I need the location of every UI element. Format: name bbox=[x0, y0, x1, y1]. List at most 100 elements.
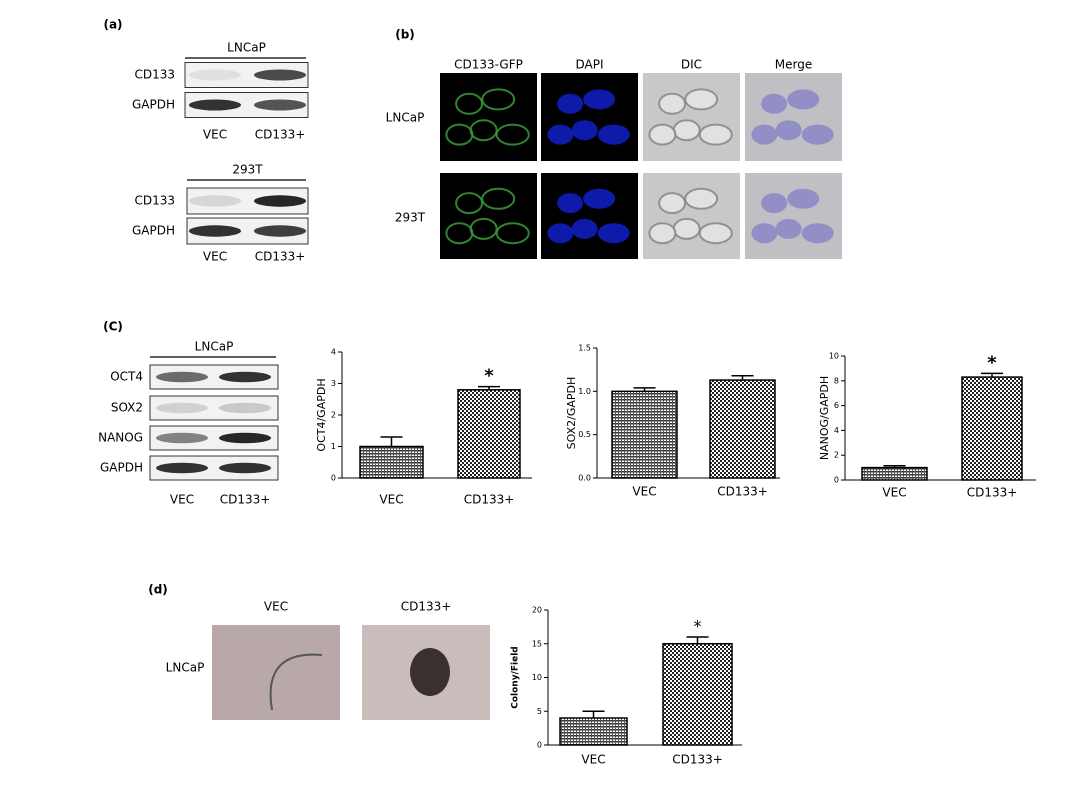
y-tick-label: 0 bbox=[537, 741, 542, 750]
cell bbox=[557, 93, 584, 114]
blot-band bbox=[156, 462, 208, 474]
cell bbox=[761, 93, 788, 114]
blot-band bbox=[156, 402, 208, 414]
cell bbox=[698, 123, 733, 146]
error-bar bbox=[731, 374, 754, 381]
cell bbox=[787, 89, 820, 110]
micrograph bbox=[440, 73, 537, 161]
label: GAPDH bbox=[132, 224, 175, 238]
blot-band bbox=[189, 99, 241, 111]
significance-marker: * bbox=[484, 366, 494, 387]
cell bbox=[658, 192, 687, 215]
label: CD133+ bbox=[255, 250, 306, 264]
cell bbox=[557, 193, 584, 214]
x-tick-label: VEC bbox=[581, 753, 605, 767]
cell bbox=[445, 123, 474, 146]
bar bbox=[662, 643, 733, 746]
cell bbox=[583, 89, 616, 110]
label: NANOG bbox=[98, 431, 143, 445]
cell bbox=[658, 92, 687, 115]
label: GAPDH bbox=[100, 461, 143, 475]
significance-marker: * bbox=[694, 617, 702, 636]
blot-band bbox=[254, 99, 306, 111]
y-tick-label: 0.5 bbox=[578, 430, 591, 439]
blot-band bbox=[254, 69, 306, 81]
label: CD133 bbox=[134, 194, 175, 208]
cell bbox=[751, 124, 778, 145]
micrograph bbox=[541, 73, 638, 161]
x-tick-label: VEC bbox=[882, 486, 906, 500]
blot-band bbox=[156, 432, 208, 444]
y-axis-title: Colony/Field bbox=[511, 646, 521, 708]
blot-band bbox=[189, 69, 241, 81]
x-tick-label: CD133+ bbox=[717, 485, 768, 499]
x-tick-label: CD133+ bbox=[464, 493, 515, 507]
bar bbox=[861, 466, 928, 481]
y-tick-label: 15 bbox=[532, 639, 542, 648]
label: SOX2 bbox=[111, 401, 143, 415]
y-tick-label: 10 bbox=[532, 673, 542, 682]
label: DIC bbox=[681, 58, 702, 72]
y-tick-label: 1.5 bbox=[578, 344, 591, 353]
label: LNCaP bbox=[195, 340, 234, 354]
cell bbox=[583, 188, 616, 209]
cell bbox=[648, 123, 677, 146]
y-tick-label: 1.0 bbox=[578, 387, 591, 396]
y-tick-label: 0 bbox=[834, 476, 839, 485]
label: (b) bbox=[395, 28, 415, 42]
label: VEC bbox=[203, 128, 227, 142]
y-tick-label: 2 bbox=[834, 451, 839, 460]
error-bar bbox=[981, 372, 1003, 378]
blot-band bbox=[219, 402, 271, 414]
label: 293T bbox=[395, 211, 426, 225]
blot-band bbox=[254, 225, 306, 237]
blot-band bbox=[189, 195, 241, 207]
label: Merge bbox=[775, 58, 812, 72]
blot-band bbox=[219, 462, 271, 474]
error-bar bbox=[380, 436, 403, 447]
y-tick-label: 0 bbox=[331, 474, 336, 483]
y-tick-label: 3 bbox=[331, 379, 336, 388]
micrograph bbox=[643, 73, 740, 161]
micrograph bbox=[745, 173, 842, 259]
cell bbox=[672, 217, 701, 240]
cell bbox=[547, 223, 574, 244]
label: CD133+ bbox=[255, 128, 306, 142]
label: 293T bbox=[232, 163, 263, 177]
x-tick-label: CD133+ bbox=[672, 753, 723, 767]
error-bar bbox=[582, 710, 605, 718]
y-tick-label: 10 bbox=[829, 352, 839, 361]
cell bbox=[698, 222, 733, 245]
cell bbox=[751, 223, 778, 244]
micrograph bbox=[745, 73, 842, 161]
error-bar bbox=[478, 385, 500, 390]
y-tick-label: 5 bbox=[537, 707, 542, 716]
cell bbox=[801, 124, 834, 145]
significance-marker: * bbox=[987, 352, 997, 373]
y-axis-title: OCT4/GAPDH bbox=[315, 378, 328, 451]
blot-strip bbox=[149, 395, 279, 421]
x-tick-label: CD133+ bbox=[967, 486, 1018, 500]
y-tick-label: 8 bbox=[834, 376, 839, 385]
y-tick-label: 4 bbox=[834, 426, 839, 435]
x-tick-label: VEC bbox=[379, 493, 403, 507]
label: VEC bbox=[264, 600, 288, 614]
cell bbox=[672, 119, 701, 142]
label: CD133-GFP bbox=[454, 58, 523, 72]
cell bbox=[648, 222, 677, 245]
blot-band bbox=[156, 371, 208, 383]
blot-band bbox=[219, 371, 271, 383]
y-tick-label: 1 bbox=[331, 442, 336, 451]
label: CD133 bbox=[134, 68, 175, 82]
cell bbox=[495, 123, 530, 146]
label: (C) bbox=[103, 320, 123, 334]
label: CD133+ bbox=[220, 493, 271, 507]
cell bbox=[455, 192, 484, 215]
cell bbox=[495, 222, 530, 245]
cell bbox=[571, 218, 598, 239]
cell bbox=[775, 218, 802, 239]
y-tick-label: 6 bbox=[834, 401, 839, 410]
label: CD133+ bbox=[401, 600, 452, 614]
